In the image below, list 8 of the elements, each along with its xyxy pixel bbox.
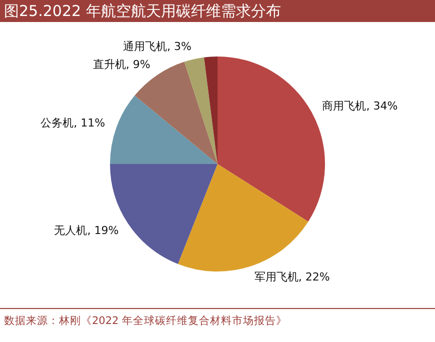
slice-label: 公务机, 11% xyxy=(40,116,106,130)
slice-label: 军用飞机, 22% xyxy=(254,270,330,284)
slice-label: 商用飞机, 34% xyxy=(322,99,398,112)
slice-label: 无人机, 19% xyxy=(54,224,119,238)
slice-label: 通用飞机, 3% xyxy=(122,40,192,54)
slice-label: 直升机, 9% xyxy=(92,58,150,72)
chart-title: 图25.2022 年航空航天用碳纤维需求分布 xyxy=(0,0,435,22)
source-note: 数据来源：林刚《2022 年全球碳纤维复合材料市场报告》 xyxy=(0,308,435,328)
